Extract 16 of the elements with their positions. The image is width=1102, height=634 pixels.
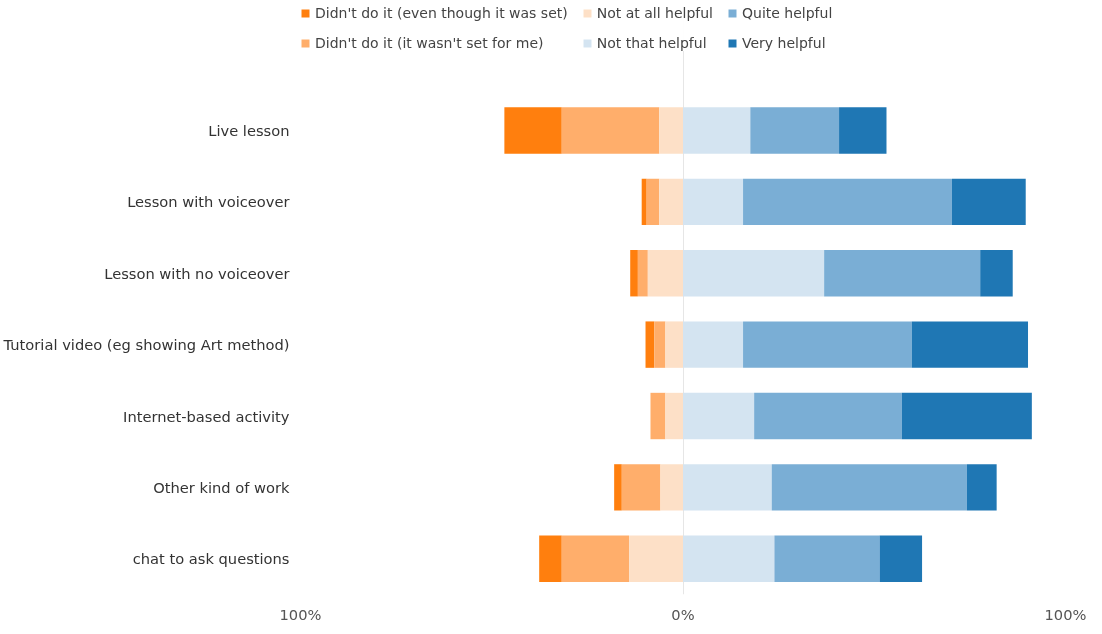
y-tick-label: Lesson with no voiceover — [104, 264, 291, 282]
legend-label: Very helpful — [741, 35, 826, 51]
y-tick-label: chat to ask questions — [132, 550, 290, 568]
legend-label: Not that helpful — [596, 35, 707, 51]
legend-label: Didn't do it (even though it was set) — [315, 5, 568, 21]
y-tick-label: Internet-based activity — [123, 407, 290, 425]
y-tick-label: Other kind of work — [153, 478, 291, 496]
legend-label: Quite helpful — [741, 5, 833, 21]
x-tick-label: 0% — [671, 605, 695, 623]
legend-label: Not at all helpful — [596, 5, 713, 21]
x-tick-label: 100% — [279, 605, 322, 623]
y-tick-label: Live lesson — [208, 121, 290, 139]
legend-label: Didn't do it (it wasn't set for me) — [315, 35, 544, 51]
y-tick-label: Lesson with voiceover — [127, 193, 291, 211]
x-tick-label: 100% — [1044, 605, 1087, 623]
y-tick-label: Tutorial video (eg showing Art method) — [2, 336, 290, 354]
